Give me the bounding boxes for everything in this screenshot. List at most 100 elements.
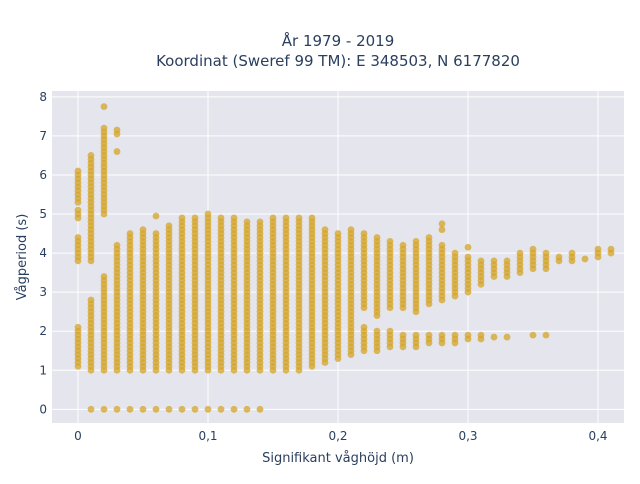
data-point (191, 405, 199, 413)
data-point (100, 124, 108, 132)
data-point (269, 214, 277, 222)
data-point (74, 234, 82, 241)
data-point (438, 331, 446, 339)
data-point (464, 243, 472, 251)
data-point (87, 152, 95, 159)
y-tick-label: 8 (39, 90, 47, 104)
data-point (399, 241, 407, 249)
data-point (100, 273, 108, 280)
data-point (113, 148, 121, 155)
y-axis-title: Vågperiod (s) (15, 214, 30, 301)
data-point (295, 214, 303, 222)
data-point (464, 331, 472, 339)
data-point (425, 331, 433, 339)
data-point (529, 331, 537, 339)
data-point (373, 234, 381, 241)
data-point (243, 405, 251, 413)
data-point (191, 214, 199, 222)
x-tick-label: 0,2 (328, 429, 347, 443)
data-point (256, 218, 264, 226)
data-point (451, 249, 459, 257)
data-point (477, 331, 485, 339)
data-point (204, 405, 212, 413)
x-tick-label: 0,3 (458, 429, 477, 443)
data-point (74, 323, 82, 331)
data-point (490, 257, 498, 265)
data-point (438, 220, 446, 228)
y-tick-label: 7 (39, 129, 47, 143)
data-point (386, 237, 394, 245)
data-point (165, 222, 173, 230)
data-point (542, 331, 550, 339)
y-tick-label: 1 (39, 363, 47, 377)
data-point (178, 214, 186, 222)
data-point (321, 226, 329, 234)
x-tick-label: 0,1 (198, 429, 217, 443)
data-point (217, 405, 225, 413)
chart-title-line1: År 1979 - 2019 (282, 31, 395, 50)
data-point (165, 405, 173, 413)
data-point (438, 241, 446, 249)
data-point (87, 296, 95, 304)
data-point (139, 226, 147, 234)
data-point (451, 331, 459, 339)
data-point (74, 167, 82, 175)
data-point (594, 245, 602, 253)
x-tick-label: 0 (74, 429, 82, 443)
data-point (516, 249, 524, 257)
data-point (230, 405, 238, 413)
data-point (87, 405, 95, 413)
data-point (490, 333, 498, 341)
y-tick-label: 2 (39, 324, 47, 338)
data-point (347, 226, 355, 234)
data-point (503, 257, 511, 265)
data-point (113, 241, 121, 249)
data-point (256, 405, 264, 413)
data-point (152, 212, 160, 220)
data-point (464, 253, 472, 261)
data-point (412, 331, 420, 339)
data-point (178, 405, 186, 413)
data-point (100, 103, 108, 111)
data-point (152, 405, 160, 413)
data-point (100, 405, 108, 413)
data-point (126, 230, 134, 237)
data-point (152, 230, 160, 237)
data-points (74, 103, 615, 413)
y-tick-label: 6 (39, 168, 47, 182)
y-tick-label: 3 (39, 285, 47, 299)
x-axis-title: Signifikant våghöjd (m) (262, 451, 414, 466)
y-tick-label: 0 (39, 402, 47, 416)
data-point (113, 405, 121, 413)
data-point (217, 214, 225, 222)
data-point (412, 237, 420, 245)
data-point (529, 245, 537, 253)
data-point (438, 226, 446, 234)
data-point (360, 230, 368, 237)
data-point (308, 214, 316, 222)
data-point (399, 331, 407, 339)
data-point (581, 255, 589, 263)
data-point (542, 249, 550, 257)
data-point (204, 210, 212, 218)
data-point (334, 230, 342, 237)
data-point (386, 327, 394, 335)
data-point (282, 214, 290, 222)
y-tick-label: 5 (39, 207, 47, 221)
data-point (139, 405, 147, 413)
data-point (360, 323, 368, 331)
data-point (477, 257, 485, 265)
data-point (425, 234, 433, 241)
data-point (607, 245, 615, 253)
data-point (373, 327, 381, 335)
data-point (555, 253, 563, 261)
y-tick-label: 4 (39, 246, 47, 260)
data-point (74, 206, 82, 214)
chart-title-line2: Koordinat (Sweref 99 TM): E 348503, N 61… (156, 52, 520, 70)
data-point (243, 218, 251, 226)
data-point (568, 249, 576, 257)
data-point (503, 333, 511, 341)
x-tick-label: 0,4 (588, 429, 607, 443)
